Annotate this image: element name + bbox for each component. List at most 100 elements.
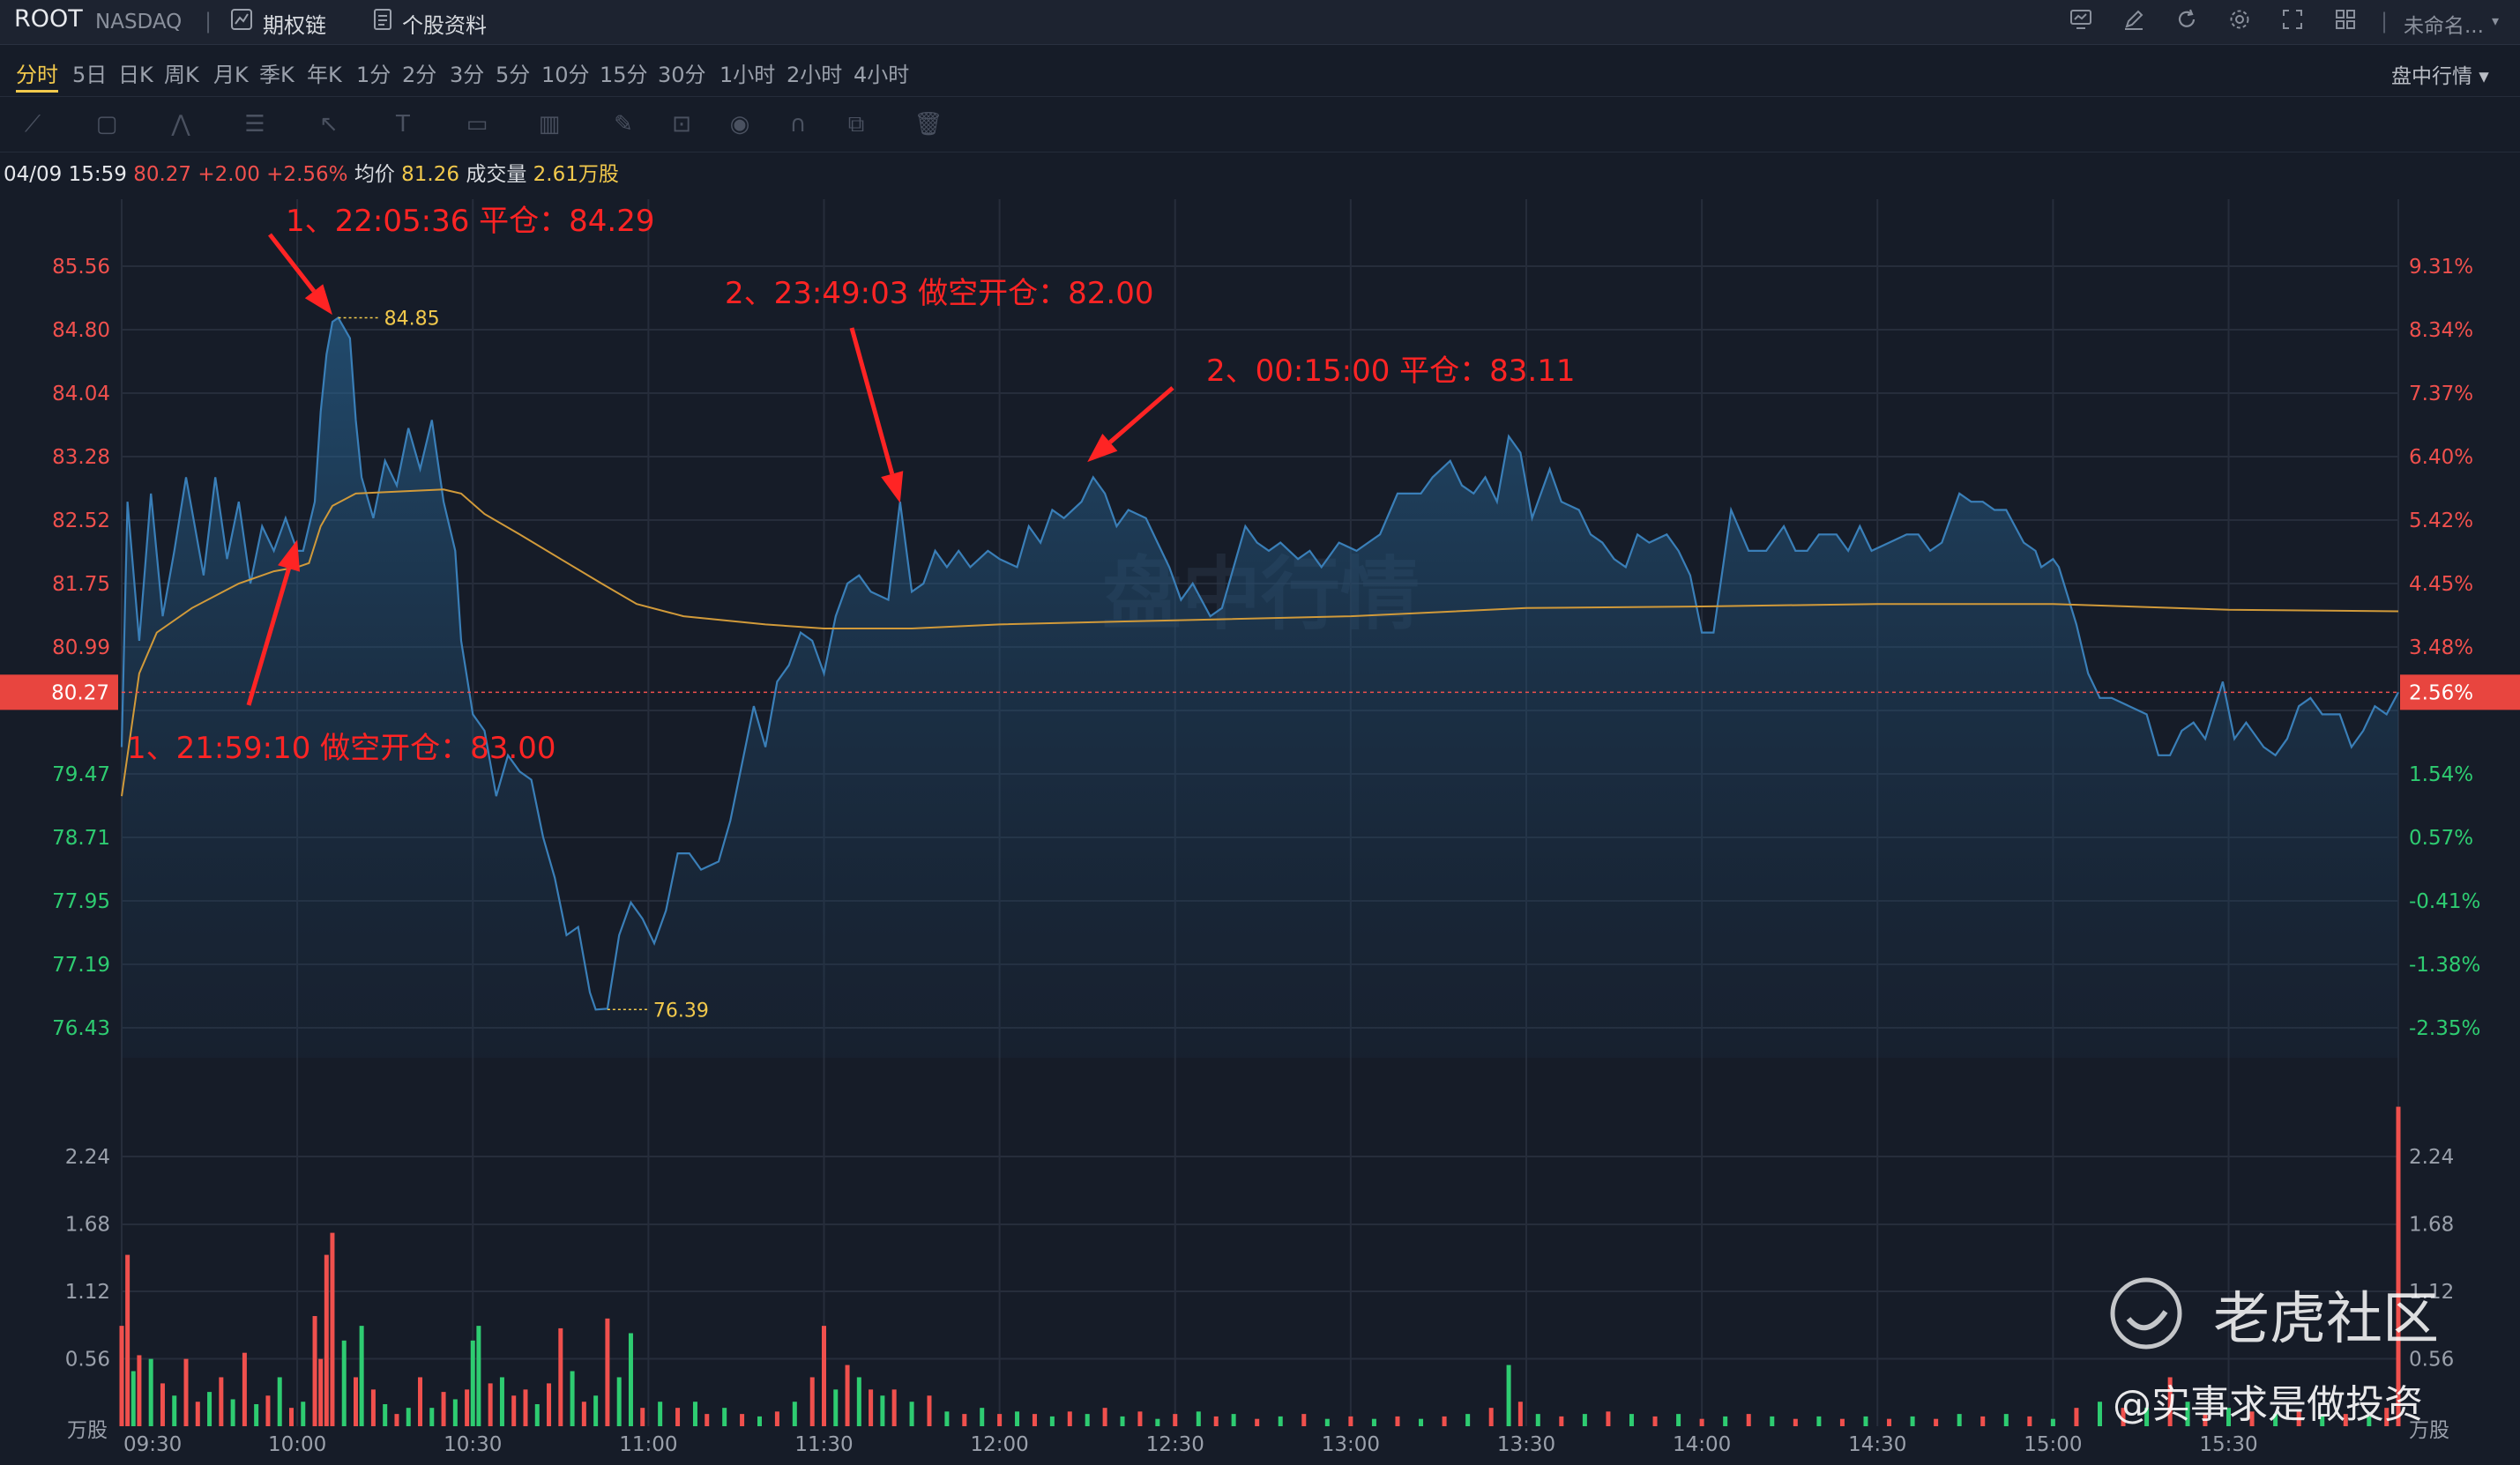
volume-bar (692, 1402, 697, 1426)
label-icon[interactable]: ▭ (466, 111, 488, 138)
annotation-arrow-shaft (268, 233, 317, 293)
volume-bar (2343, 1414, 2348, 1426)
price-area (122, 317, 2398, 1058)
annotation-label: 1、22:05:36 平仓：84.29 (286, 204, 654, 239)
period-tab[interactable]: 15分 (600, 63, 648, 87)
market-session-dropdown[interactable]: 盘中行情 ▾ (2391, 65, 2489, 88)
refresh-icon[interactable] (2173, 7, 2201, 35)
period-tab[interactable]: 2小时 (787, 63, 843, 87)
chart-icon[interactable] (227, 8, 256, 36)
header-divider: | (205, 9, 212, 33)
period-tab[interactable]: 1分 (356, 63, 391, 87)
rectangle-icon[interactable]: ▢ (95, 111, 118, 138)
volume-bar (2226, 1408, 2232, 1426)
volume-bar (429, 1408, 435, 1426)
company-profile-link[interactable]: 个股资料 (402, 13, 487, 38)
gear-icon[interactable] (2226, 7, 2254, 35)
pattern-icon[interactable]: ⋀ (171, 111, 190, 138)
grid-icon[interactable] (2331, 7, 2360, 35)
volume-bar (605, 1318, 610, 1426)
period-tab[interactable]: 30分 (658, 63, 706, 87)
volume-bar (1723, 1416, 1728, 1426)
time-tick-label: 09:30 (123, 1433, 182, 1456)
period-tab[interactable]: 3分 (450, 63, 485, 87)
volume-bar (2185, 1402, 2190, 1426)
volume-bar (809, 1377, 815, 1426)
volume-tick-label: 1.12 (65, 1281, 110, 1304)
eye-icon[interactable]: ◉ (729, 111, 750, 138)
period-tab[interactable]: 日K (118, 63, 153, 87)
volume-bar (125, 1254, 130, 1426)
volume-bar (2273, 1414, 2278, 1426)
volume-bar (1371, 1418, 1376, 1426)
pct-tick-label: 6.40% (2409, 446, 2473, 469)
text-tool-icon[interactable]: T (396, 111, 410, 138)
period-tab[interactable]: 10分 (541, 63, 590, 87)
chevron-down-icon[interactable]: ▾ (2492, 12, 2500, 29)
monitor-icon[interactable] (2067, 7, 2095, 35)
period-tab[interactable]: 月K (213, 63, 249, 87)
volume-bar (1324, 1418, 1330, 1426)
volume-bar (2097, 1402, 2102, 1426)
edit-icon[interactable] (2120, 7, 2148, 35)
fibonacci-icon[interactable]: ☰ (244, 111, 265, 138)
volume-bar (476, 1326, 481, 1426)
time-tick-label: 14:00 (1673, 1433, 1731, 1456)
layers-icon[interactable]: ⧉ (847, 111, 865, 138)
volume-bar (997, 1414, 1003, 1426)
measure-icon[interactable]: ▥ (538, 111, 561, 138)
volume-bar (927, 1395, 932, 1426)
volume-bar (207, 1392, 212, 1426)
lock-icon[interactable]: ⊡ (672, 111, 691, 138)
period-selector: 分时 5日 日K 周K 月K 季K 年K 1分 2分 3分 5分 10分 15分 30分 1小时 2小时 4小时… (0, 45, 2520, 97)
volume-bar (418, 1377, 423, 1426)
document-icon[interactable] (369, 8, 397, 36)
options-chain-link[interactable]: 期权链 (263, 13, 326, 38)
volume-bar (499, 1377, 504, 1426)
volume-bar (869, 1389, 874, 1426)
volume-tick-label: 2.24 (65, 1146, 110, 1169)
price-tick-label: 80.99 (52, 636, 110, 659)
volume-bar (370, 1389, 376, 1426)
period-tab[interactable]: 4小时 (854, 63, 910, 87)
period-tab[interactable]: 2分 (402, 63, 437, 87)
layout-name-dropdown[interactable]: 未命名... (2404, 15, 2484, 38)
volume-bars (119, 1106, 2401, 1426)
volume-bar (980, 1408, 985, 1426)
volume-bar (195, 1402, 200, 1426)
fullscreen-icon[interactable] (2278, 7, 2307, 35)
trend-line-icon[interactable]: ⟋ (24, 111, 41, 138)
volume-bar (1442, 1416, 1447, 1426)
trash-icon[interactable]: 🗑 (913, 111, 943, 138)
volume-bar (1278, 1416, 1283, 1426)
volume-bar (318, 1358, 324, 1426)
pen-icon[interactable]: ✎ (614, 111, 633, 138)
period-tab[interactable]: 季K (259, 63, 294, 87)
volume-tick-label: 1.12 (2409, 1281, 2454, 1304)
period-tab[interactable]: 分时 (16, 57, 58, 93)
period-tab[interactable]: 1小时 (719, 63, 776, 87)
volume-bar (183, 1358, 189, 1426)
brand-watermark: 老虎社区 @实事求是做投资 (2110, 1277, 2439, 1427)
pct-tick-label: 3.48% (2409, 636, 2473, 659)
volume-bar (2367, 1416, 2372, 1426)
magnet-icon[interactable]: ∩ (789, 111, 807, 138)
volume-bar (1746, 1414, 1751, 1426)
volume-bar (1652, 1416, 1658, 1426)
price-tick-label: 79.47 (52, 763, 110, 786)
volume-bar (2027, 1416, 2032, 1426)
period-tab[interactable]: 5分 (496, 63, 531, 87)
quote-change: +2.00 (198, 163, 260, 186)
time-tick-label: 15:00 (2024, 1433, 2082, 1456)
period-tab[interactable]: 周K (164, 63, 199, 87)
volume-bar (219, 1377, 224, 1426)
period-tab[interactable]: 5日 (72, 63, 108, 87)
volume-bar (593, 1395, 599, 1426)
annotation-arrow-head (1087, 434, 1118, 463)
period-tab[interactable]: 年K (307, 63, 342, 87)
trade-annotations: 1、22:05:36 平仓：84.29 1、21:59:10 做空开仓：83.00… (127, 204, 1575, 766)
volume-bar (1067, 1411, 1072, 1426)
volume-bar (1137, 1411, 1143, 1426)
arrow-icon[interactable]: ↖ (319, 111, 339, 138)
